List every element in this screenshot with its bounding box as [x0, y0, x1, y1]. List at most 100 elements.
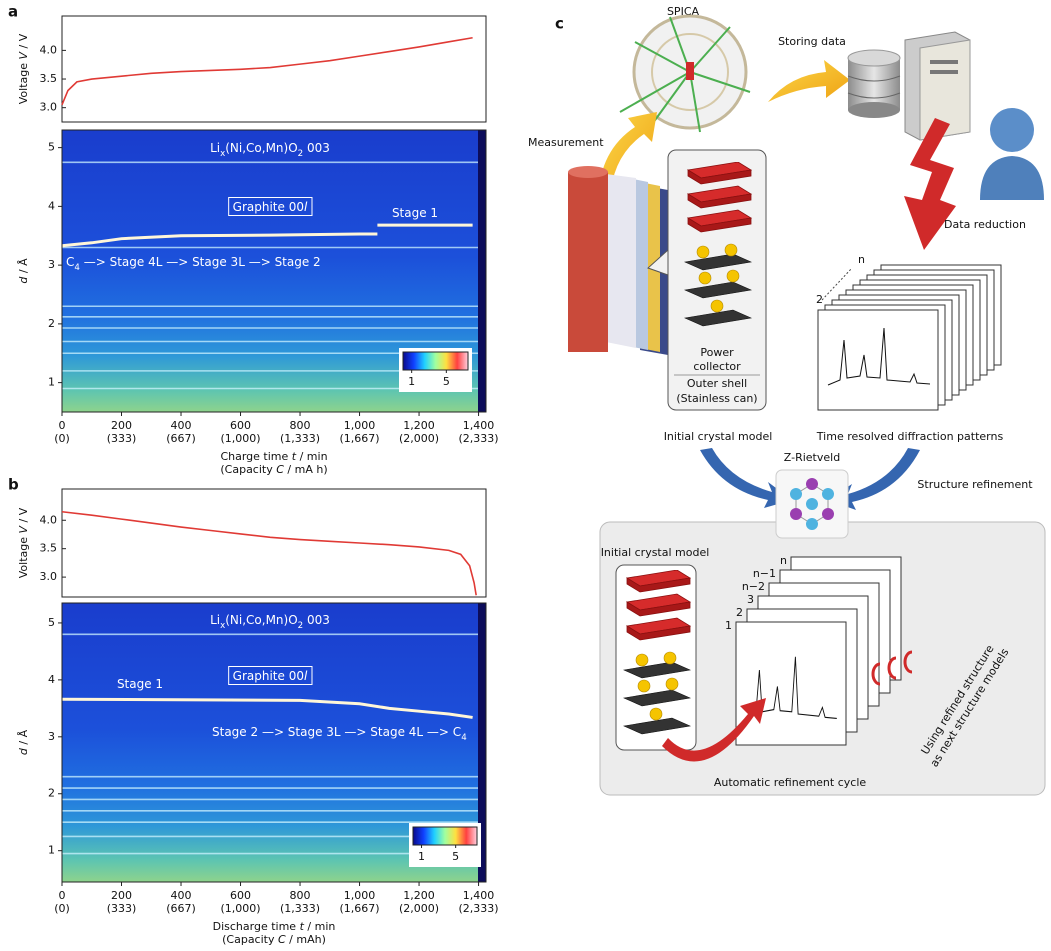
x-tick-sublabel: (667) [166, 902, 196, 915]
x-axis-label-part: / min [304, 920, 335, 933]
annotation-part: (Ni,Co,Mn)O [225, 141, 297, 155]
arrow [768, 60, 850, 102]
arrow [828, 448, 920, 510]
x-tick-sublabel: (667) [166, 432, 196, 445]
y-axis-label: d / Å [17, 729, 30, 755]
x-axis-label-part: (Capacity [220, 463, 276, 476]
label: Measurement [528, 136, 604, 149]
person [980, 108, 1044, 200]
server [904, 31, 971, 141]
x-tick-sublabel: (333) [107, 432, 137, 445]
x-axis-label: Charge time t / min [220, 450, 327, 463]
y-tick-label: 5 [48, 141, 55, 154]
x-axis-label-part: C [276, 463, 284, 476]
label: Storing data [778, 35, 846, 48]
label: 2 [816, 293, 823, 306]
x-tick-label: 800 [290, 419, 311, 432]
annotation: Lix(Ni,Co,Mn)O2 003 [210, 141, 330, 159]
annotation-part: Stage 1 [117, 677, 163, 691]
annotation-part: x [220, 149, 225, 159]
y-axis-label: Voltage V / V [17, 507, 30, 578]
annotation: Lix(Ni,Co,Mn)O2 003 [210, 613, 330, 631]
plot-frame [61, 129, 487, 413]
x-tick-sublabel: (1,333) [280, 432, 320, 445]
colorbar [402, 351, 469, 371]
y-tick-label: 2 [48, 787, 55, 800]
x-tick-label: 600 [230, 889, 251, 902]
x-tick-label: 200 [111, 889, 132, 902]
y-axis-label-part: V [17, 51, 30, 60]
x-tick-sublabel: (0) [54, 432, 70, 445]
y-tick-label: 5 [48, 616, 55, 629]
x-tick-sublabel: (1,667) [340, 902, 380, 915]
label: Z-Rietveld [784, 451, 840, 464]
y-tick-label: 4.0 [40, 43, 58, 56]
end-column [478, 130, 486, 412]
pattern-trace [744, 656, 837, 721]
x-axis-label: Discharge time t / min [213, 920, 336, 933]
panel-label: c [555, 15, 564, 33]
plot-frame [61, 488, 487, 598]
panel-label: a [8, 3, 18, 21]
graphite-line [61, 697, 473, 719]
voltage-line [61, 510, 477, 596]
x-tick-label: 0 [59, 889, 66, 902]
annotation-part: 4 [74, 263, 80, 273]
y-tick-label: 3.0 [40, 101, 58, 114]
x-tick-label: 1,200 [403, 889, 435, 902]
graphite-line [61, 223, 473, 248]
end-column [478, 603, 486, 882]
y-axis-label-part: / Å [17, 729, 30, 748]
x-tick-label: 600 [230, 419, 251, 432]
y-axis-label-part: Voltage [17, 534, 30, 579]
y-axis-label-part: d [17, 747, 30, 755]
instrument [619, 14, 751, 133]
x-axis-label: (Capacity C / mAh) [222, 933, 326, 946]
y-tick-label: 3.5 [40, 542, 58, 555]
y-tick-label: 3 [48, 258, 55, 271]
x-axis-label-part: / mAh) [286, 933, 326, 946]
panel-label: b [8, 476, 19, 494]
label: collector [693, 360, 741, 373]
arrow [904, 118, 956, 250]
y-axis-label-part: d [17, 276, 30, 284]
x-tick-sublabel: (0) [54, 902, 70, 915]
annotation-part: x [220, 621, 225, 631]
annotation: Stage 2 —> Stage 3L —> Stage 4L —> C4 [212, 725, 467, 743]
colorbar-label: 1 [418, 850, 425, 863]
z-rietveld-icon [775, 469, 849, 539]
label: Time resolved diffraction patterns [816, 430, 1004, 443]
x-axis-label-part: C [278, 933, 286, 946]
dots [821, 267, 853, 301]
pattern-frame [735, 621, 847, 746]
arrow [700, 448, 792, 508]
y-tick-label: 4.0 [40, 513, 58, 526]
pattern-trace [827, 327, 931, 386]
label: Outer shell [687, 377, 747, 390]
label: Initial crystal model [664, 430, 773, 443]
diagram: c SPICA Storing data Data reduction Meas… [528, 5, 1046, 796]
label: Power [700, 346, 734, 359]
annotation-part: Li [210, 613, 220, 627]
annotation-part: l [304, 200, 308, 214]
plot-frame [61, 602, 487, 883]
annotation-part: 2 [298, 621, 304, 631]
label: Automatic refinement cycle [714, 776, 867, 789]
x-tick-sublabel: (1,000) [220, 902, 260, 915]
x-axis-label-part: Charge time [220, 450, 291, 463]
y-tick-label: 4 [48, 199, 55, 212]
y-axis-label-part: / Å [17, 258, 30, 277]
x-tick-sublabel: (2,333) [459, 902, 499, 915]
database [847, 49, 901, 118]
x-tick-sublabel: (1,000) [220, 432, 260, 445]
stack-label: n [780, 554, 787, 567]
annotation-box [228, 666, 313, 685]
y-tick-label: 1 [48, 376, 55, 389]
annotation-part: Graphite 00 [233, 200, 304, 214]
label: Data reduction [944, 218, 1026, 231]
annotation-part: Graphite 00 [233, 669, 304, 683]
y-tick-label: 3 [48, 730, 55, 743]
cycle-marks [871, 650, 913, 686]
